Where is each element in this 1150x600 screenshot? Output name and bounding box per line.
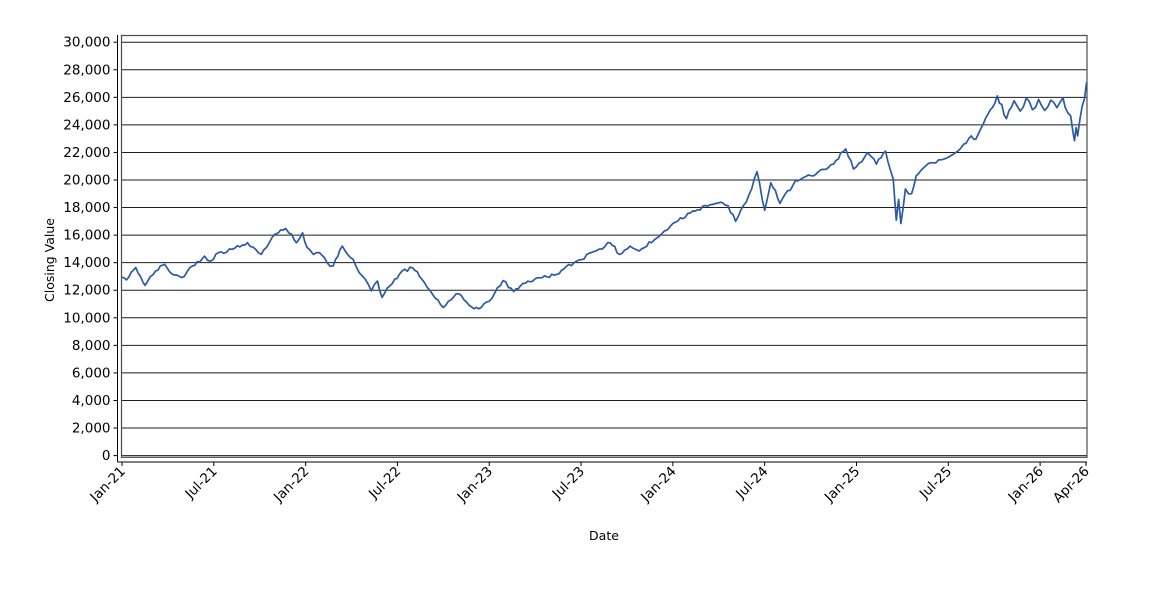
plot-frame bbox=[120, 34, 1088, 458]
y-tick-label: 14,000 bbox=[63, 255, 110, 271]
y-tick-label: 0 bbox=[102, 448, 111, 464]
y-tick-label: 26,000 bbox=[63, 90, 110, 106]
x-tick-label: Jan-26 bbox=[1005, 464, 1047, 506]
y-tick-label: 30,000 bbox=[63, 35, 110, 51]
x-tick-label: Jan-21 bbox=[86, 464, 128, 506]
x-tick-label: Apr-26 bbox=[1050, 464, 1093, 507]
y-tick-label: 22,000 bbox=[63, 145, 110, 161]
y-tick-label: 10,000 bbox=[63, 310, 110, 326]
y-tick-label: 18,000 bbox=[63, 200, 110, 216]
y-tick-label: 2,000 bbox=[72, 421, 111, 437]
y-axis-title: Closing Value bbox=[42, 218, 57, 302]
x-tick-label: Jul-24 bbox=[732, 464, 771, 503]
x-tick-label: Jul-22 bbox=[365, 464, 404, 503]
y-tick-label: 28,000 bbox=[63, 62, 110, 78]
y-tick-label: 16,000 bbox=[63, 228, 110, 244]
x-tick-label: Jan-24 bbox=[637, 464, 679, 506]
y-tick-label: 4,000 bbox=[72, 393, 111, 409]
x-axis-title: Date bbox=[589, 528, 619, 543]
x-tick-label: Jul-23 bbox=[549, 464, 588, 503]
y-tick-label: 20,000 bbox=[63, 173, 110, 189]
x-tick-label: Jan-25 bbox=[821, 464, 863, 506]
x-tick-label: Jul-25 bbox=[916, 464, 955, 503]
y-tick-label: 12,000 bbox=[63, 283, 110, 299]
y-tick-label: 24,000 bbox=[63, 117, 110, 133]
x-tick-label: Jul-21 bbox=[182, 464, 221, 503]
x-tick-label: Jan-23 bbox=[454, 464, 496, 506]
y-tick-label: 8,000 bbox=[72, 338, 111, 354]
series-line bbox=[121, 82, 1088, 310]
x-tick-label: Jan-22 bbox=[270, 464, 312, 506]
y-tick-label: 6,000 bbox=[72, 365, 111, 381]
